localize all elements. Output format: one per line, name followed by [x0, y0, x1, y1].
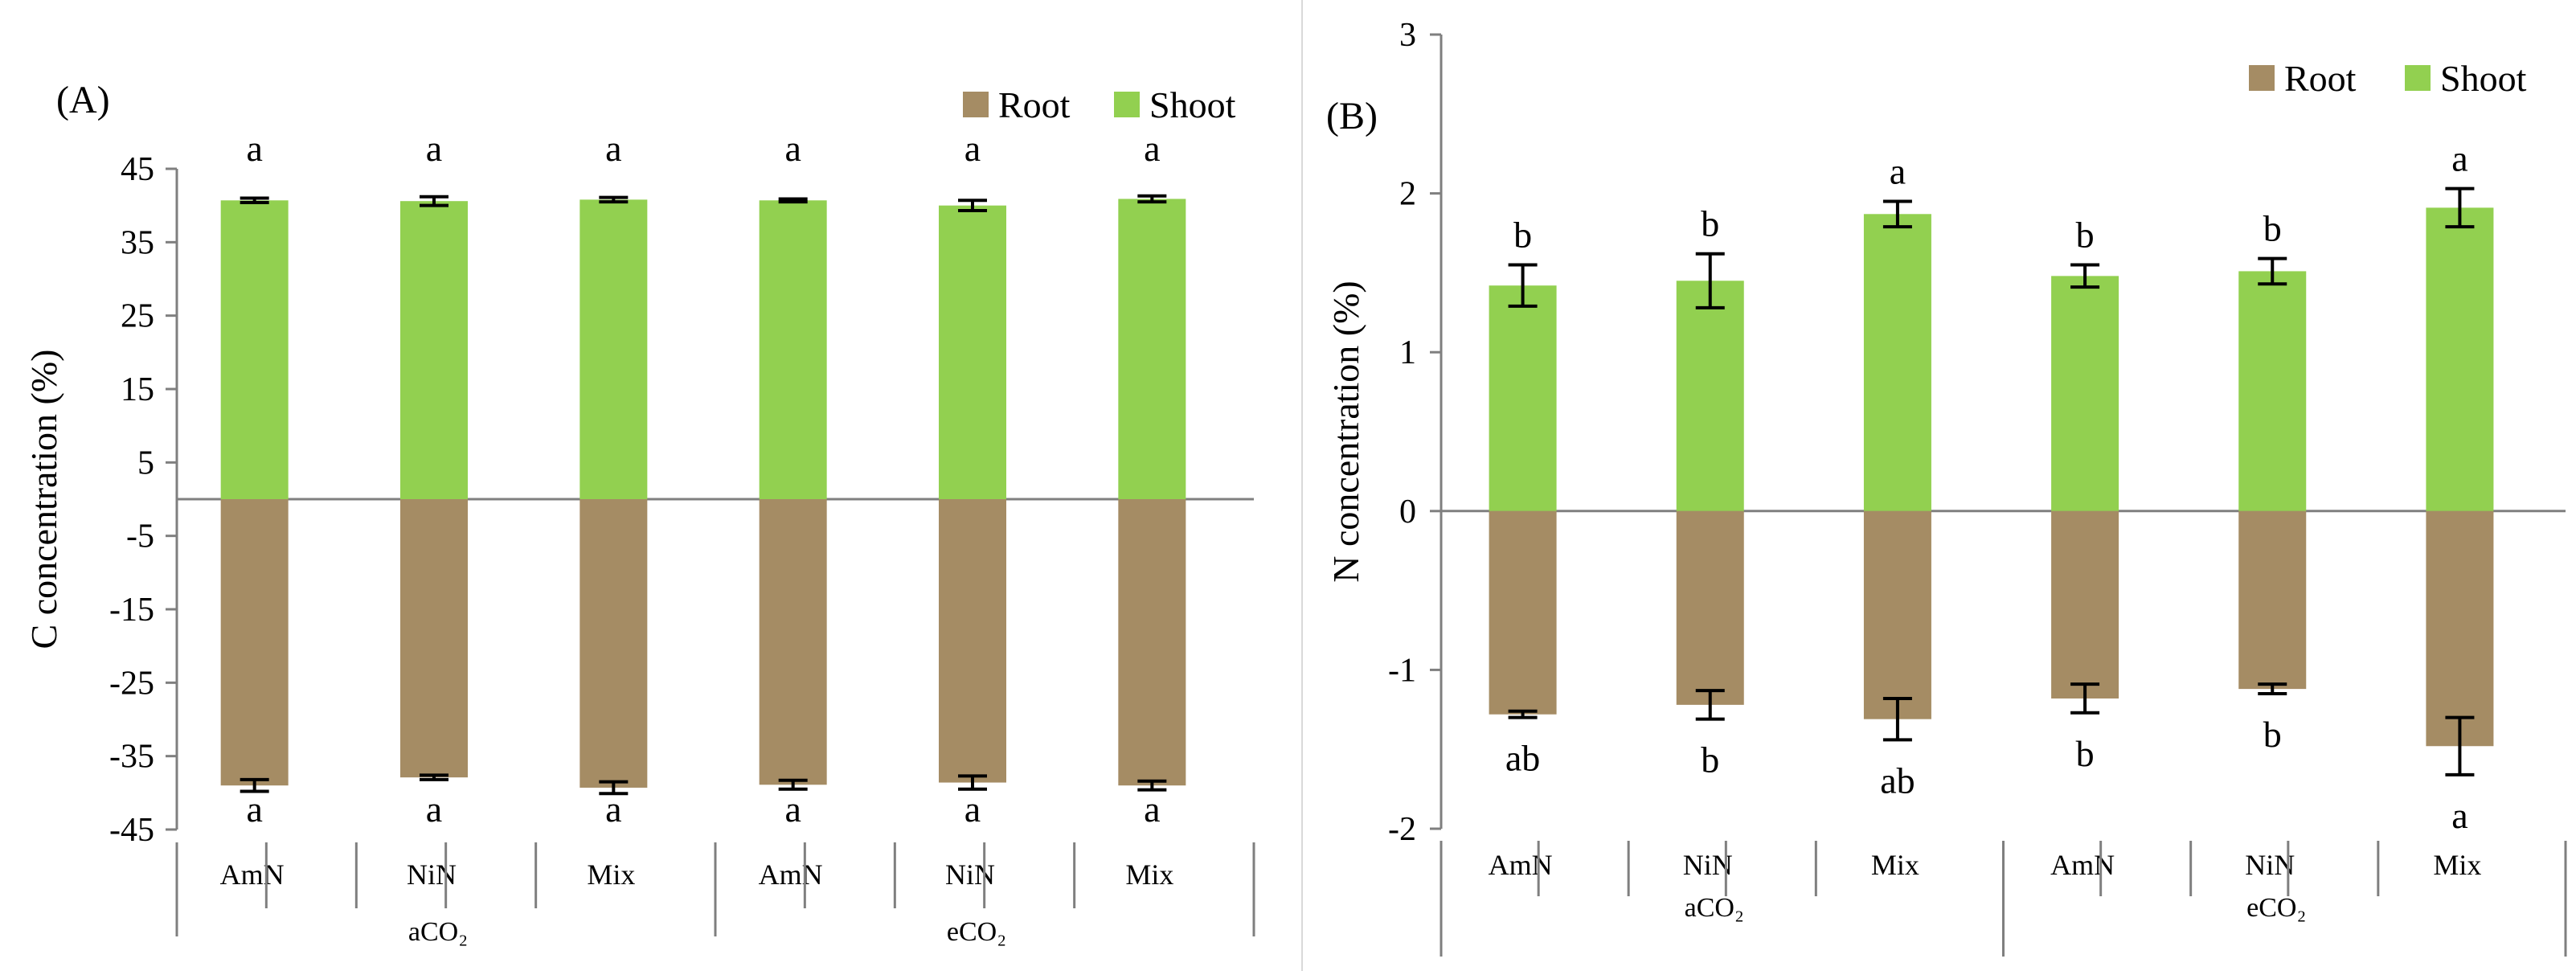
shoot-bar	[1676, 281, 1744, 511]
panel-label: (A)	[56, 79, 110, 121]
legend-label-root: Root	[998, 84, 1071, 125]
x-group-label: aCO₂	[408, 917, 468, 947]
y-tick-label: 1	[1399, 334, 1416, 371]
significance-letter: a	[605, 128, 621, 169]
significance-letter: a	[246, 789, 262, 830]
y-axis-label: C concentration (%)	[23, 350, 64, 649]
x-category-label: AmN	[220, 858, 285, 891]
root-bar	[1489, 510, 1557, 715]
legend-swatch-root	[2249, 65, 2275, 91]
x-category-label: AmN	[759, 858, 823, 891]
significance-letter: a	[426, 128, 442, 169]
significance-letter: ab	[1880, 760, 1915, 801]
significance-letter: a	[2451, 138, 2467, 179]
significance-letter: b	[2076, 215, 2095, 256]
root-bar	[1863, 510, 1931, 719]
x-category-label: NiN	[407, 858, 457, 891]
significance-letter: a	[605, 789, 621, 830]
x-category-label: NiN	[945, 858, 995, 891]
panel-label: (B)	[1326, 95, 1378, 137]
shoot-bar	[579, 199, 648, 500]
root-bar	[1676, 510, 1744, 705]
root-bar	[2238, 510, 2307, 690]
shoot-bar	[2426, 207, 2494, 511]
y-tick-label: -15	[109, 592, 154, 629]
x-category-label: NiN	[1683, 849, 1733, 881]
root-bar	[579, 499, 648, 788]
legend-label-root: Root	[2284, 58, 2357, 99]
shoot-bar	[220, 200, 289, 500]
y-tick-label: -35	[109, 739, 154, 776]
y-tick-label: 0	[1399, 494, 1416, 531]
root-bar	[2426, 510, 2494, 747]
significance-letter: a	[1144, 128, 1160, 169]
x-group-label: eCO₂	[947, 917, 1006, 947]
root-bar	[939, 499, 1006, 783]
significance-letter: b	[1513, 215, 1532, 256]
x-category-label: AmN	[2050, 849, 2115, 881]
significance-letter: b	[2263, 714, 2282, 755]
significance-letter: a	[426, 789, 442, 830]
shoot-bar	[2051, 276, 2119, 511]
x-group-label: eCO₂	[2246, 893, 2306, 923]
significance-letter: a	[964, 789, 981, 830]
significance-letter: a	[784, 128, 801, 169]
y-axis-label: N concentration (%)	[1325, 281, 1366, 583]
legend-swatch-root	[963, 92, 989, 117]
x-category-label: AmN	[1489, 849, 1553, 881]
shoot-bar	[759, 200, 827, 500]
shoot-bar	[1863, 214, 1931, 511]
y-tick-label: 5	[137, 445, 154, 481]
y-tick-label: 45	[121, 151, 154, 188]
legend-swatch-shoot	[2405, 65, 2431, 91]
shoot-bar	[1118, 199, 1186, 500]
legend-swatch-shoot	[1114, 92, 1140, 117]
y-tick-label: -1	[1388, 652, 1416, 689]
y-tick-label: 2	[1399, 176, 1416, 213]
significance-letter: a	[246, 128, 262, 169]
significance-letter: a	[1890, 150, 1906, 191]
y-tick-label: 3	[1399, 17, 1416, 54]
significance-letter: b	[2263, 208, 2282, 249]
significance-letter: b	[1701, 740, 1719, 780]
y-tick-label: -2	[1388, 811, 1416, 848]
x-group-label: aCO₂	[1685, 893, 1744, 923]
x-category-label: Mix	[1871, 849, 1919, 881]
legend-label-shoot: Shoot	[2440, 58, 2527, 99]
root-bar	[400, 499, 468, 778]
significance-letter: a	[2451, 795, 2467, 836]
panel-a: (A) C concentration (%) 45 35 25 15 5 -5 -15 -25 -…	[23, 79, 1255, 947]
y-tick-label: -25	[109, 665, 154, 702]
significance-letter: b	[2076, 733, 2095, 774]
y-tick-label: 35	[121, 224, 154, 261]
x-category-label: NiN	[2245, 849, 2295, 881]
x-category-label: Mix	[1125, 858, 1173, 891]
significance-letter: ab	[1505, 738, 1540, 779]
shoot-bar	[1489, 285, 1557, 511]
significance-letter: a	[1144, 789, 1160, 830]
legend-label-shoot: Shoot	[1149, 84, 1236, 125]
significance-letter: a	[784, 789, 801, 830]
y-tick-label: -5	[126, 518, 154, 555]
shoot-bar	[939, 205, 1006, 499]
x-category-label: Mix	[2433, 849, 2481, 881]
significance-letter: b	[1701, 203, 1719, 244]
significance-letter: a	[964, 128, 981, 169]
shoot-bar	[400, 201, 468, 500]
y-tick-label: 25	[121, 298, 154, 335]
y-tick-label: -45	[109, 812, 154, 849]
root-bar	[220, 499, 289, 786]
root-bar	[2051, 510, 2119, 699]
root-bar	[759, 499, 827, 785]
shoot-bar	[2238, 271, 2307, 511]
x-category-label: Mix	[587, 858, 635, 891]
y-tick-label: 15	[121, 371, 154, 408]
root-bar	[1118, 499, 1186, 786]
